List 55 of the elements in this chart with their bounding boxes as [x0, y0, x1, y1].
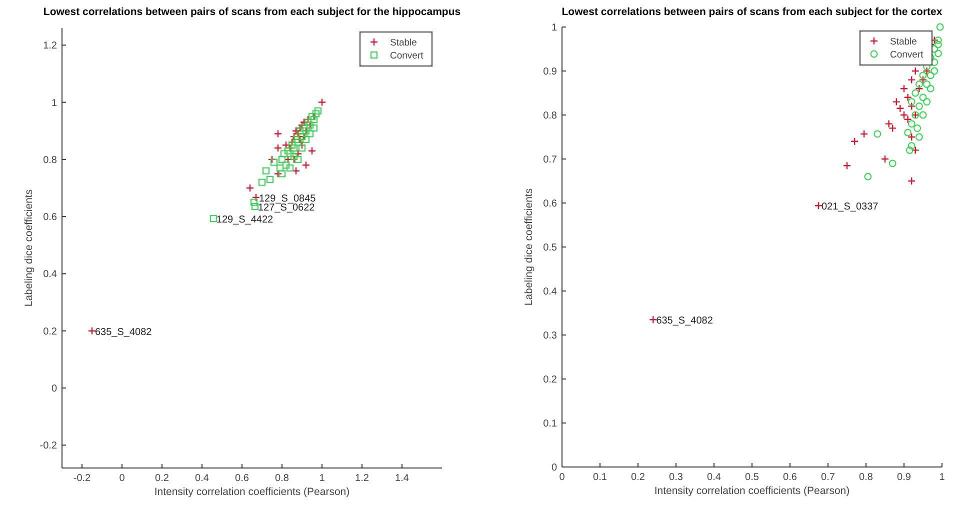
x-axis-title: Intensity correlation coefficients (Pearson)	[654, 485, 850, 497]
x-tick-label: 0	[559, 472, 566, 483]
y-tick-label: 0.1	[543, 418, 558, 430]
y-tick-label: 0.6	[43, 212, 58, 224]
x-tick-label: 1	[319, 473, 326, 484]
legend-label: Convert	[890, 50, 924, 60]
y-tick-label: 0.8	[543, 110, 558, 122]
y-tick-label: 0.4	[43, 269, 58, 280]
annotation: 129_S_0845	[259, 193, 316, 204]
y-tick-label: 1.2	[43, 40, 58, 52]
annotation: 635_S_4082	[95, 326, 152, 338]
y-axis-title: Labeling dice coefficients	[523, 188, 535, 306]
x-tick-label: -0.2	[73, 473, 92, 484]
y-tick-label: 0.4	[543, 286, 558, 298]
x-tick-label: 0.4	[195, 473, 210, 484]
x-tick-label: 0.6	[783, 472, 798, 483]
x-tick-label: 1.2	[355, 473, 370, 484]
annotation: 635_S_4082	[656, 316, 714, 327]
annotation: 127_S_0622	[258, 202, 316, 214]
x-tick-label: 0.8	[275, 473, 290, 484]
x-tick-label: 1	[939, 472, 946, 483]
x-tick-label: 1.4	[395, 473, 410, 484]
x-tick-label: 0	[119, 473, 126, 484]
chart-title: Lowest correlations between pairs of scans from each subject for the cortex	[562, 6, 942, 18]
x-tick-label: 0.7	[821, 472, 836, 483]
y-tick-label: 0	[551, 462, 558, 474]
annotation: 129_S_4422	[216, 214, 274, 226]
x-tick-label: 0.4	[707, 472, 722, 483]
y-tick-label: 0.2	[43, 326, 58, 338]
legend-label: Convert	[390, 50, 424, 62]
annotation: 021_S_0337	[822, 202, 879, 213]
x-tick-label: 0.5	[745, 472, 760, 483]
x-tick-label: 0.1	[593, 472, 608, 483]
y-tick-label: 0.2	[543, 374, 558, 386]
y-tick-label: 0.7	[543, 154, 558, 166]
x-axis-title: Intensity correlation coefficients (Pearson)	[154, 486, 350, 498]
x-tick-label: 0.6	[235, 473, 250, 484]
y-tick-label: 0.3	[543, 330, 558, 342]
chart-title: Lowest correlations between pairs of scans from each subject for the hippocampus	[43, 6, 461, 18]
y-tick-label: 1	[551, 22, 558, 34]
x-tick-label: 0.8	[859, 472, 874, 483]
legend-label: Stable	[390, 38, 417, 48]
y-tick-label: 0.8	[43, 154, 58, 166]
x-tick-label: 0.2	[631, 472, 646, 483]
y-tick-label: 0.6	[543, 198, 558, 210]
y-tick-label: 0.5	[543, 242, 558, 254]
y-axis-title: Labeling dice coefficients	[23, 189, 35, 307]
legend-label: Stable	[890, 36, 917, 48]
y-tick-label: -0.2	[40, 440, 58, 452]
y-tick-label: 0	[51, 384, 58, 394]
y-tick-label: 0.9	[543, 66, 558, 78]
x-tick-label: 0.9	[897, 472, 912, 483]
x-tick-label: 0.2	[155, 473, 170, 484]
y-tick-label: 1	[51, 98, 58, 109]
x-tick-label: 0.3	[669, 472, 684, 483]
